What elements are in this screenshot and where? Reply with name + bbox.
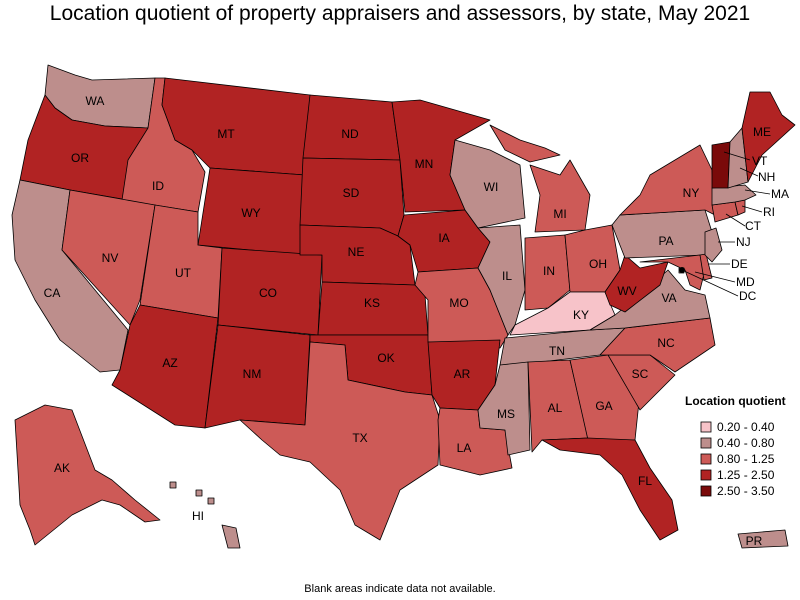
label-id: ID [152,179,164,193]
label-oh: OH [589,257,607,271]
state-vt[interactable] [711,141,731,189]
leader-ri [741,205,763,213]
label-in: IN [543,264,555,278]
label-ri: RI [763,205,775,219]
label-sd: SD [343,186,360,200]
legend-items: 0.20 - 0.40 0.40 - 0.80 0.80 - 1.25 1.25 - … [700,420,775,498]
label-az: AZ [162,356,177,370]
legend: Location quotient 0.20 - 0.40 0.40 - 0.80… [685,394,786,498]
label-co: CO [259,286,277,300]
label-nh: NH [758,170,775,184]
leader-dc [681,269,739,297]
label-nj: NJ [736,235,751,249]
label-ky: KY [573,308,589,322]
map-title: Location quotient of property appraisers… [49,2,751,25]
label-il: IL [502,269,512,283]
label-pr: PR [746,534,763,548]
legend-label-0: 0.20 - 0.40 [717,420,775,434]
state-wi[interactable] [449,139,526,229]
label-ms: MS [497,407,515,421]
state-labels-layer: WA OR CA ID NV UT AZ MT WY CO NM ND SD N… [44,94,789,548]
label-vt: VT [752,154,768,168]
legend-label-2: 0.80 - 1.25 [717,452,775,466]
state-az[interactable] [111,304,219,429]
legend-label-4: 2.50 - 3.50 [717,484,775,498]
label-ok: OK [377,351,394,365]
state-nv[interactable] [61,189,156,326]
label-ma: MA [771,187,789,201]
state-de[interactable] [699,253,713,281]
state-fl[interactable] [541,437,679,541]
label-mo: MO [449,296,468,310]
label-mt: MT [217,127,235,141]
state-hi[interactable] [169,481,241,549]
state-il[interactable] [477,224,526,336]
label-mi: MI [553,207,566,221]
label-ne: NE [348,245,365,259]
leader-ct [725,213,746,227]
label-md: MD [736,275,755,289]
label-me: ME [753,125,771,139]
label-sc: SC [632,367,649,381]
label-ak: AK [54,461,70,475]
label-la: LA [457,441,472,455]
state-ak[interactable] [14,404,161,546]
state-ny[interactable] [619,144,716,216]
legend-title: Location quotient [685,394,786,408]
label-dc: DC [739,289,757,303]
label-ia: IA [438,231,449,245]
label-ks: KS [364,296,380,310]
label-va: VA [661,291,676,305]
label-nc: NC [657,336,675,350]
label-ca: CA [44,286,61,300]
state-ks[interactable] [317,281,429,336]
state-nj[interactable] [704,227,723,263]
legend-swatch-0 [700,421,712,433]
label-tx: TX [352,431,367,445]
state-tx[interactable] [239,341,441,541]
label-ga: GA [595,399,612,413]
legend-swatch-3 [700,469,712,481]
states-layer [11,64,796,549]
leader-nh [739,167,759,177]
label-hi: HI [192,509,204,523]
label-al: AL [548,401,563,415]
leader-vt [723,151,751,161]
label-fl: FL [638,474,652,488]
state-mi[interactable] [489,124,591,233]
state-in[interactable] [524,234,571,311]
legend-swatch-1 [700,437,712,449]
label-mn: MN [415,157,434,171]
label-ny: NY [683,186,700,200]
label-ar: AR [454,367,471,381]
label-ct: CT [745,219,762,233]
leader-ma [744,189,771,195]
label-tn: TN [549,344,565,358]
label-wa: WA [86,94,105,108]
footnote: Blank areas indicate data not available. [304,583,496,595]
state-me[interactable] [741,91,796,183]
label-wv: WV [617,284,636,298]
legend-label-3: 1.25 - 2.50 [717,468,775,482]
legend-label-1: 0.40 - 0.80 [717,436,775,450]
state-ms[interactable] [477,361,531,456]
leader-md [694,271,736,283]
state-pr[interactable] [737,529,789,549]
label-ut: UT [175,266,192,280]
label-de: DE [731,257,748,271]
label-or: OR [71,151,89,165]
label-nd: ND [341,127,359,141]
label-nm: NM [243,367,262,381]
label-nv: NV [102,251,119,265]
label-wy: WY [241,206,260,220]
label-wi: WI [484,180,499,194]
legend-swatch-4 [700,485,712,497]
legend-swatch-2 [700,453,712,465]
label-pa: PA [658,234,673,248]
